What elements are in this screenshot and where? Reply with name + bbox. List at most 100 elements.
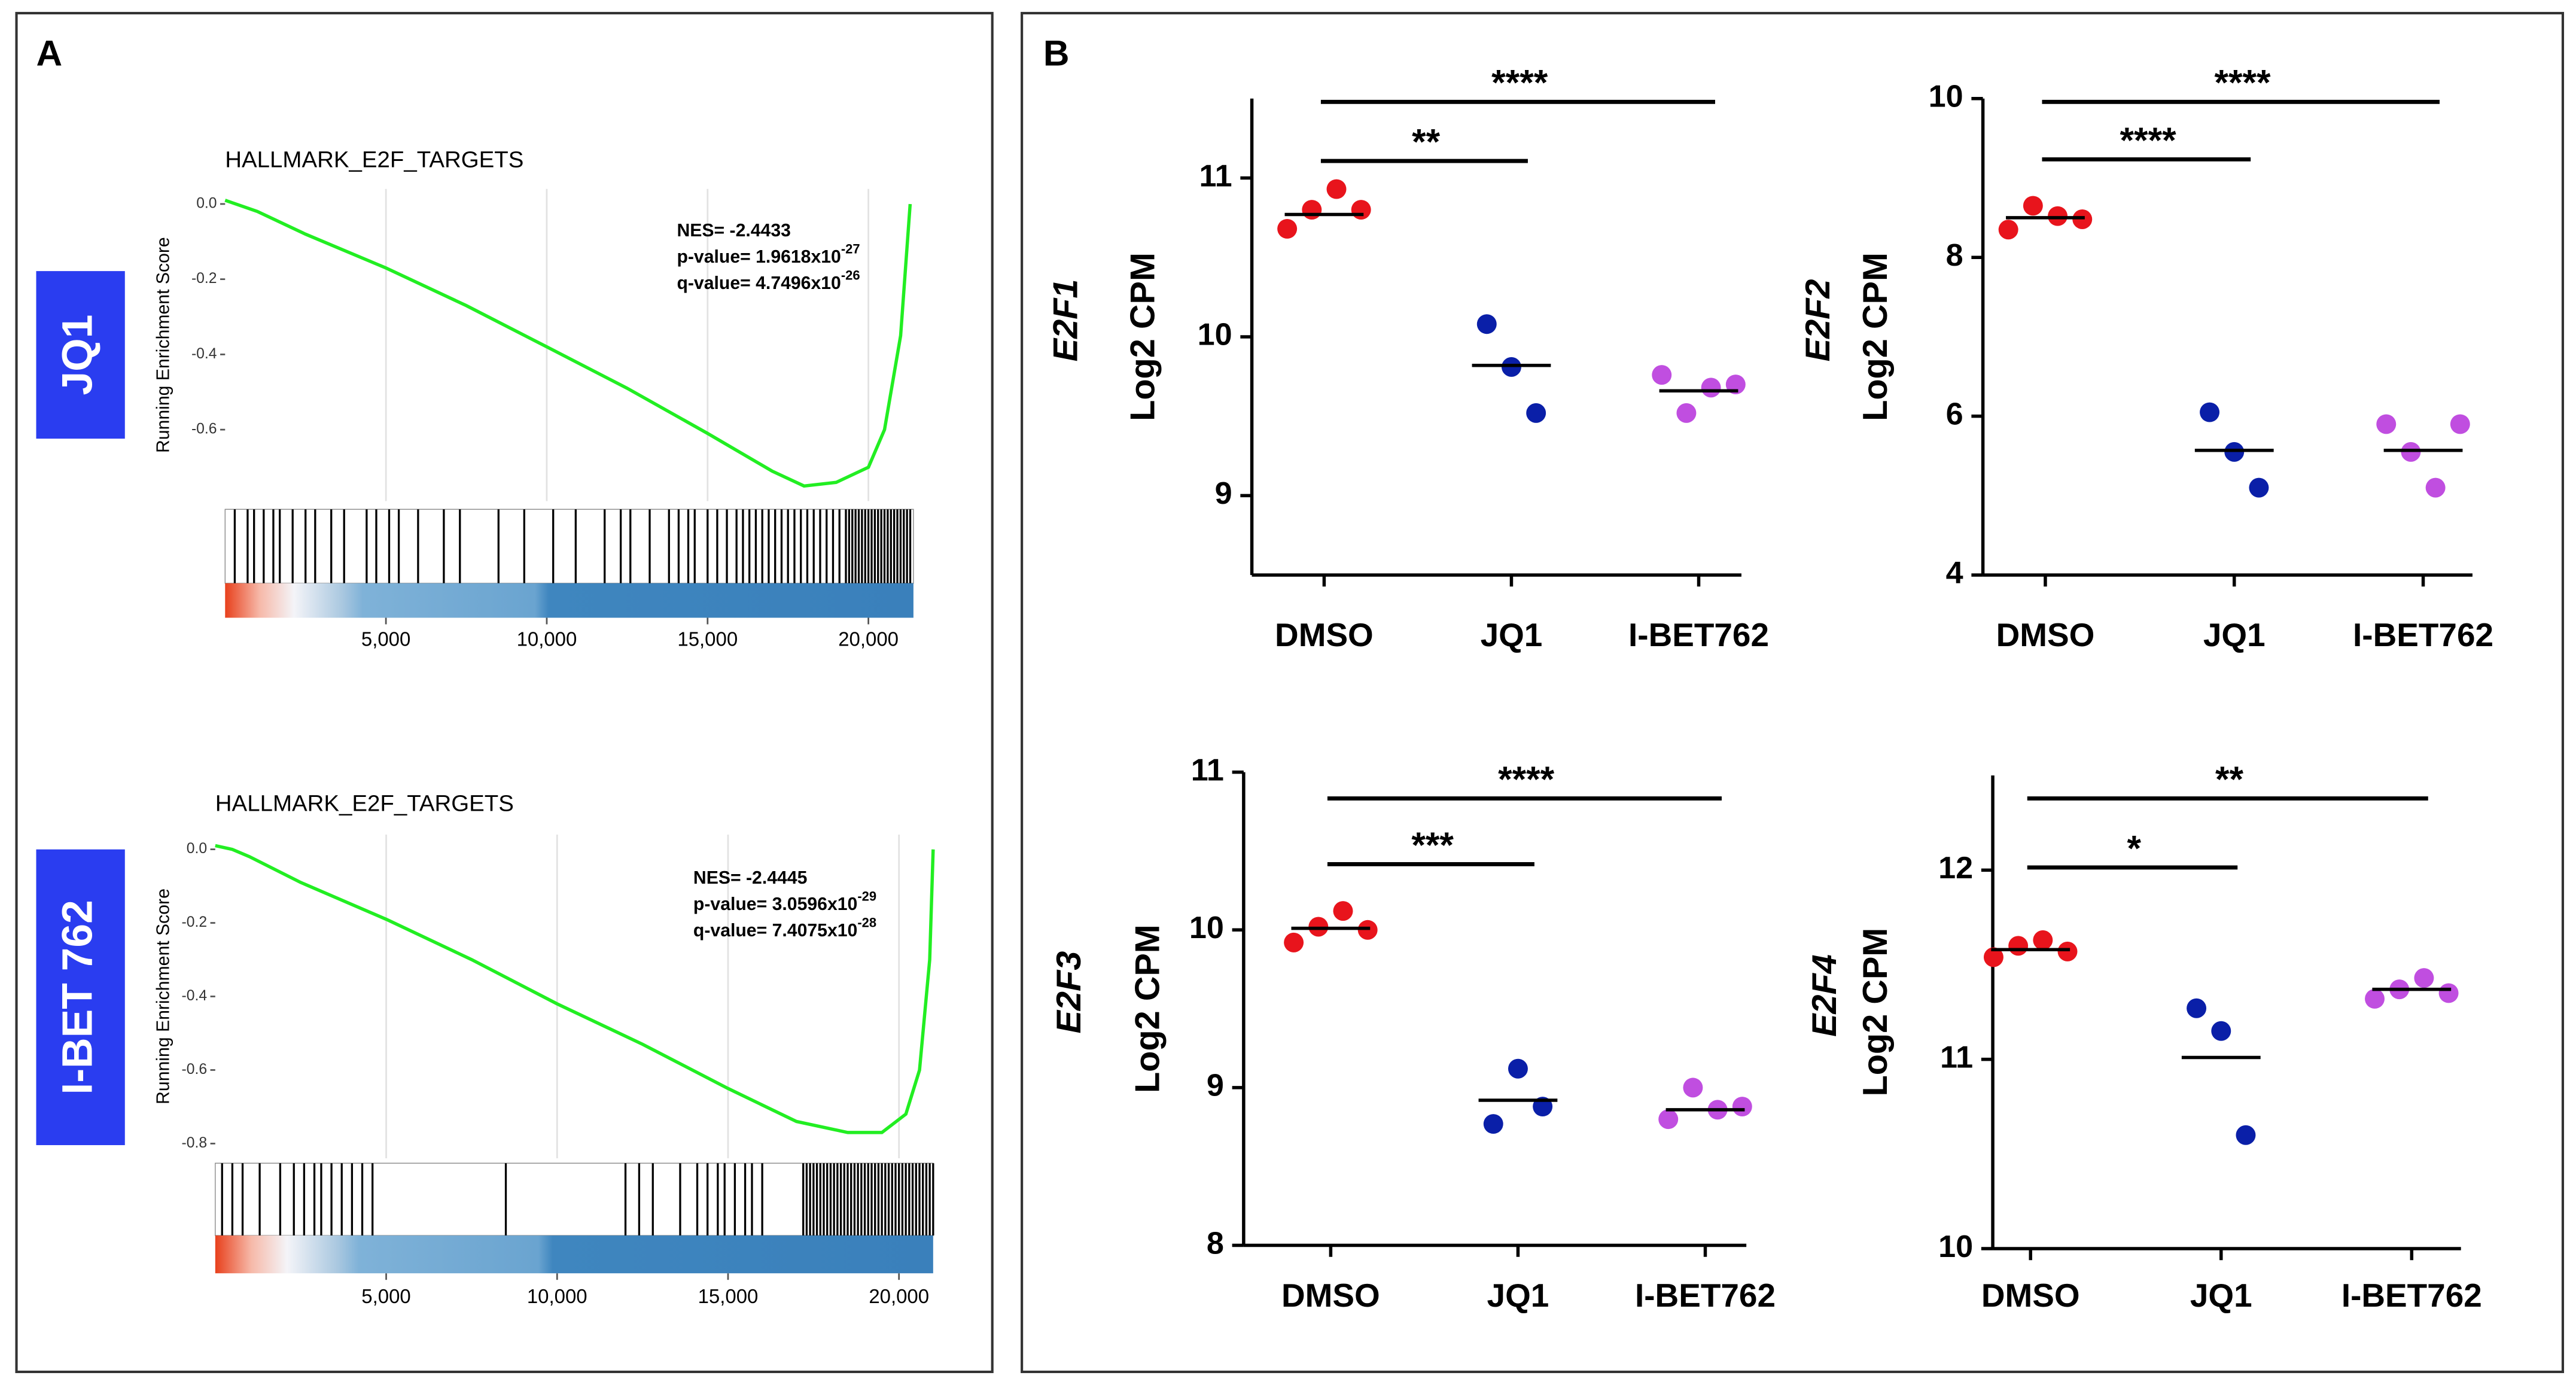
y-axis-label: Running Enrichment Score	[154, 237, 173, 453]
x-tick-label: I-BET762	[2341, 1277, 2482, 1314]
x-tick-label: I-BET762	[1635, 1277, 1776, 1314]
annotation-text: NES= -2.4445	[693, 868, 807, 888]
gene-label: E2F1	[1046, 279, 1085, 362]
annotation: p-value= 3.0596x10-29	[693, 888, 876, 914]
y-tick-label: 9	[1207, 1069, 1224, 1103]
data-point	[1701, 378, 1721, 398]
x-tick-label: DMSO	[1275, 616, 1374, 653]
y-axis-label: Log2 CPM	[1856, 252, 1895, 421]
y-tick-label: 11	[1199, 159, 1232, 193]
y-axis-label: Running Enrichment Score	[154, 888, 173, 1104]
y-tick-label: -0.4	[191, 346, 217, 362]
data-point	[1351, 200, 1371, 220]
data-point	[1998, 220, 2018, 240]
x-tick-label: DMSO	[1281, 1277, 1380, 1314]
significance-label: ***	[1411, 824, 1454, 865]
y-tick-label: 0.0	[187, 841, 207, 857]
x-tick-label: 20,000	[838, 628, 899, 650]
panel-b-border	[1021, 11, 2565, 1374]
data-point	[1676, 403, 1697, 423]
enrichment-curve	[224, 199, 912, 488]
data-point	[1652, 365, 1672, 385]
chart-title: HALLMARK_E2F_TARGETS	[225, 147, 523, 172]
significance-label: ****	[2214, 62, 2271, 103]
y-axis-label: Log2 CPM	[1123, 252, 1162, 421]
hit-band	[224, 509, 914, 584]
data-point	[1277, 218, 1298, 239]
x-tick-label: 15,000	[698, 1285, 759, 1307]
data-point	[1732, 1097, 1752, 1117]
side-label: JQ1	[53, 315, 101, 395]
annotation: NES= -2.4433	[677, 221, 790, 241]
y-tick-label: 10	[1929, 80, 1963, 114]
data-point	[1483, 1114, 1503, 1134]
gene-label: E2F3	[1050, 951, 1088, 1034]
y-tick-label: 12	[1938, 851, 1973, 885]
significance-label: ****	[2120, 120, 2177, 160]
x-tick-label: JQ1	[1481, 616, 1543, 653]
y-tick-label: -0.6	[181, 1061, 207, 1078]
y-tick-label: -0.6	[191, 421, 217, 437]
data-point	[2187, 998, 2207, 1018]
data-point	[1333, 901, 1353, 921]
y-tick-label: 8	[1207, 1226, 1224, 1261]
annotation: q-value= 4.7496x10-26	[677, 267, 860, 293]
significance-label: ****	[1498, 759, 1555, 799]
data-point	[2200, 402, 2220, 422]
data-point	[2438, 983, 2459, 1003]
hit-band	[215, 1162, 934, 1236]
data-point	[2365, 988, 2385, 1009]
data-point	[2057, 941, 2078, 961]
data-point	[2236, 1125, 2256, 1145]
annotation: q-value= 7.4075x10-28	[693, 915, 876, 941]
data-point	[2211, 1021, 2231, 1041]
annotation-text: p-value= 1.9618x10	[677, 247, 841, 267]
side-label-box	[36, 271, 125, 439]
y-tick-label: -0.4	[181, 988, 207, 1004]
chart-title: HALLMARK_E2F_TARGETS	[215, 791, 514, 817]
data-point	[1284, 932, 1304, 952]
x-tick-label: JQ1	[2190, 1277, 2252, 1314]
y-axis-label: Log2 CPM	[1856, 928, 1895, 1097]
x-tick-label: JQ1	[1487, 1277, 1549, 1314]
y-axis-label: Log2 CPM	[1129, 924, 1167, 1093]
y-tick-label: 8	[1946, 238, 1963, 273]
y-tick-label: 10	[1189, 911, 1224, 945]
significance-label: **	[1412, 121, 1441, 162]
annotation-sup: -29	[857, 888, 876, 903]
data-point	[1983, 947, 2003, 967]
data-point	[1476, 314, 1497, 334]
annotation-sup: -26	[841, 267, 860, 282]
data-point	[1658, 1109, 1679, 1130]
x-tick-label: 15,000	[677, 628, 738, 650]
y-tick-label: 11	[1191, 753, 1224, 787]
y-tick-label: -0.2	[181, 914, 207, 930]
significance-label: *	[2127, 827, 2141, 868]
y-tick-label: 11	[1940, 1040, 1973, 1075]
y-tick-label: 10	[1938, 1229, 1973, 1264]
x-tick-label: 10,000	[517, 628, 577, 650]
side-label: I-BET 762	[53, 900, 101, 1094]
x-tick-label: I-BET762	[2353, 616, 2493, 653]
annotation-text: NES= -2.4433	[677, 221, 790, 241]
data-point	[2414, 968, 2434, 988]
data-point	[2033, 930, 2053, 950]
ranked-list-bar	[215, 1235, 933, 1274]
x-tick-label: I-BET762	[1628, 616, 1769, 653]
x-tick-label: DMSO	[1981, 1277, 2080, 1314]
x-tick-label: 20,000	[869, 1285, 929, 1307]
gene-label: E2F4	[1805, 954, 1844, 1037]
data-point	[2008, 936, 2029, 956]
annotation-sup: -28	[857, 915, 876, 930]
significance-label: ****	[1491, 62, 1548, 103]
data-point	[1326, 179, 1347, 199]
data-point	[1683, 1078, 1703, 1098]
y-tick-label: -0.8	[181, 1135, 207, 1151]
annotation: p-value= 1.9618x10-27	[677, 241, 860, 267]
panel-label: A	[36, 32, 62, 73]
annotation: NES= -2.4445	[693, 868, 807, 888]
panel-a-border	[15, 11, 994, 1374]
y-tick-label: 4	[1946, 556, 1963, 591]
x-tick-label: JQ1	[2203, 616, 2266, 653]
